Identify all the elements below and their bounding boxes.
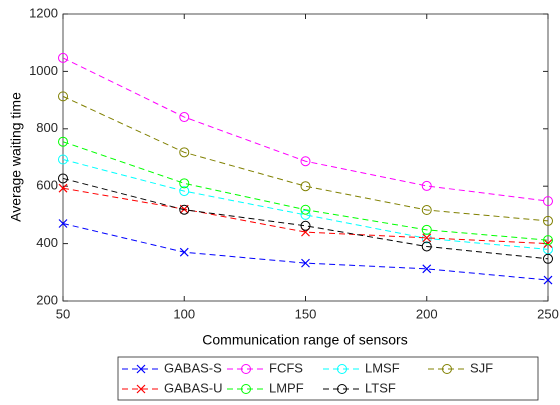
marker [422,264,432,274]
marker [300,181,311,192]
legend-label: LMSF [365,360,400,375]
plot-area [62,13,549,302]
legend-label: LMPF [269,380,304,395]
marker [543,215,553,226]
marker [301,258,310,268]
x-tick-label: 100 [173,306,195,321]
marker [300,204,311,215]
y-axis-title: Average waiting time [8,92,24,222]
marker [421,224,432,235]
legend-label: LTSF [365,380,396,395]
y-tick-label: 400 [36,235,58,250]
series-line [62,57,549,202]
x-tick-label: 150 [295,306,317,321]
x-tick-label: 250 [537,306,559,321]
marker [58,173,68,184]
marker [58,183,68,193]
series-line [62,159,549,250]
legend-box [117,356,539,401]
y-tick-label: 800 [36,120,58,135]
series-line [62,141,549,241]
marker [543,253,553,264]
legend-marker [136,384,146,394]
legend-marker [337,384,347,394]
marker [179,204,189,214]
marker [421,205,432,216]
series-line [62,187,549,245]
legend-marker [241,364,251,374]
marker [179,186,190,197]
marker [543,239,553,249]
x-tick-label: 50 [56,306,70,321]
marker [300,209,311,220]
marker [300,156,311,167]
marker [179,112,190,123]
marker [543,275,553,285]
legend-label: GABAS-S [164,360,222,375]
marker [179,247,189,257]
legend-marker [136,364,146,374]
marker [543,235,553,246]
marker [58,219,68,228]
marker [179,204,190,215]
marker [421,241,432,252]
y-tick-label: 1000 [29,63,58,78]
legend-marker [241,384,251,394]
marker [179,147,190,158]
marker [422,233,432,243]
marker [58,136,68,147]
y-tick-label: 200 [36,292,58,307]
series-line [62,95,549,222]
series-line [62,177,549,260]
legend-label: GABAS-U [164,380,223,395]
legend-marker [337,364,347,374]
series-line [62,223,549,281]
marker [58,91,68,102]
legend-marker [442,364,452,374]
legend-label: SJF [470,360,493,375]
marker [179,178,190,189]
marker [300,220,311,231]
marker [421,180,432,191]
y-tick-label: 600 [36,178,58,193]
x-tick-label: 200 [416,306,438,321]
y-tick-label: 1200 [29,5,58,20]
legend-label: FCFS [269,360,303,375]
marker [58,154,68,165]
x-axis-title: Communication range of sensors [202,332,407,348]
marker [58,52,68,63]
marker [543,196,553,207]
